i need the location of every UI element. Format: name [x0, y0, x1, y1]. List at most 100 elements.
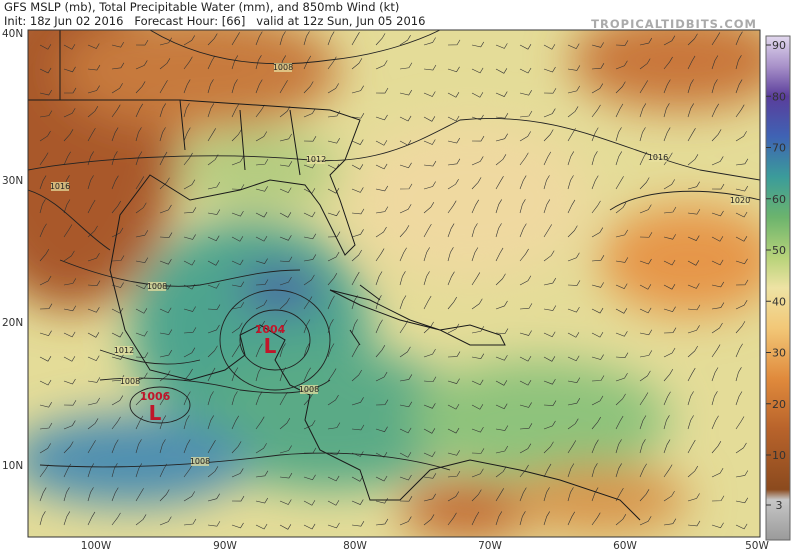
- map-frame: [27, 29, 761, 538]
- wind-barb: [543, 356, 556, 362]
- wind-barb: [687, 391, 694, 406]
- wind-barb: [687, 260, 700, 266]
- wind-barb: [351, 424, 365, 431]
- wind-barb: [567, 252, 580, 262]
- wind-barb: [471, 114, 484, 121]
- wind-barb: [231, 210, 244, 217]
- wind-barb: [639, 392, 649, 406]
- low-pressure-value: 1006: [140, 390, 171, 403]
- wind-barb: [423, 181, 436, 190]
- wind-barb: [591, 439, 599, 454]
- wind-barb: [543, 224, 552, 238]
- wind-barb: [567, 199, 576, 214]
- wind-barb: [63, 331, 76, 338]
- wind-barb: [471, 489, 482, 502]
- wind-barb: [447, 179, 459, 190]
- wind-barb: [495, 176, 504, 190]
- wind-barb: [183, 56, 193, 70]
- wind-barb: [687, 493, 700, 502]
- wind-barb: [519, 303, 533, 310]
- wind-barb: [423, 202, 435, 214]
- wind-barb: [495, 328, 509, 334]
- wind-barb: [183, 391, 191, 406]
- wind-barb: [735, 497, 749, 504]
- wind-barb: [327, 343, 335, 358]
- wind-barb: [591, 42, 604, 48]
- wind-barb: [207, 260, 220, 266]
- wind-barb: [615, 127, 622, 142]
- isobar-label-bg: [649, 153, 667, 162]
- wind-barb: [519, 152, 529, 166]
- wind-barb: [135, 488, 144, 502]
- wind-barb: [135, 151, 143, 166]
- wind-barb: [135, 257, 149, 263]
- wind-barb: [255, 470, 269, 478]
- wind-barb: [615, 229, 629, 238]
- wind-barb: [495, 154, 507, 166]
- wind-barb: [543, 277, 557, 286]
- wind-barb: [63, 151, 71, 166]
- wind-barb: [183, 347, 196, 358]
- wind-barb: [255, 55, 262, 70]
- wind-barb: [111, 512, 121, 526]
- wind-barb: [255, 497, 269, 504]
- wind-barb: [375, 452, 388, 458]
- wind-barb: [567, 440, 577, 454]
- wind-barb: [639, 80, 648, 94]
- wind-barb: [471, 353, 485, 360]
- wind-barb: [663, 152, 673, 166]
- wind-barb: [495, 113, 509, 119]
- wind-barb: [111, 104, 121, 118]
- wind-barb: [663, 464, 673, 478]
- wind-barb: [399, 374, 413, 382]
- wind-barb: [279, 297, 290, 310]
- wind-barb: [375, 185, 389, 192]
- wind-barb: [279, 418, 291, 430]
- wind-barb: [495, 199, 502, 214]
- wind-barb: [39, 89, 53, 96]
- isobar-label: 1008: [299, 385, 319, 394]
- wind-barb: [567, 418, 579, 430]
- wind-barb: [255, 367, 262, 382]
- wind-barb: [567, 463, 575, 478]
- wind-barb: [591, 227, 604, 238]
- wind-barb: [135, 415, 144, 430]
- isobar-label-bg: [115, 346, 133, 355]
- wind-barb: [543, 44, 556, 50]
- wind-barb: [591, 282, 604, 288]
- wind-barb: [87, 355, 100, 362]
- wind-barb: [279, 343, 286, 358]
- wind-barb: [399, 247, 407, 262]
- low-pressure-value: 1004: [255, 323, 286, 336]
- wind-barb: [375, 345, 386, 358]
- wind-barb: [159, 307, 172, 314]
- wind-barb: [303, 296, 313, 310]
- wind-barb: [279, 319, 288, 334]
- wind-barb: [423, 160, 437, 167]
- wind-barb: [351, 164, 364, 170]
- wind-barb: [543, 129, 554, 142]
- wind-barb: [351, 397, 364, 406]
- wind-barb: [375, 518, 389, 526]
- wind-barb: [687, 520, 701, 527]
- wind-barb: [591, 200, 601, 214]
- wind-barb: [591, 487, 599, 502]
- wind-barb: [159, 370, 171, 382]
- isobar-label-bg: [51, 182, 69, 191]
- wind-barb: [207, 283, 220, 289]
- wind-barb: [615, 176, 624, 190]
- wind-barb: [711, 344, 721, 358]
- wind-barb: [87, 418, 99, 430]
- wind-barb: [303, 211, 316, 218]
- wind-barb: [87, 511, 96, 526]
- wind-barb: [375, 399, 389, 406]
- wind-barb: [711, 32, 721, 46]
- wind-barb: [615, 514, 627, 526]
- wind-barb: [351, 187, 364, 193]
- wind-barb: [735, 470, 749, 478]
- wind-barb: [111, 83, 123, 94]
- wind-barb: [135, 39, 149, 46]
- wind-barb: [615, 487, 624, 502]
- wind-barb: [519, 464, 529, 478]
